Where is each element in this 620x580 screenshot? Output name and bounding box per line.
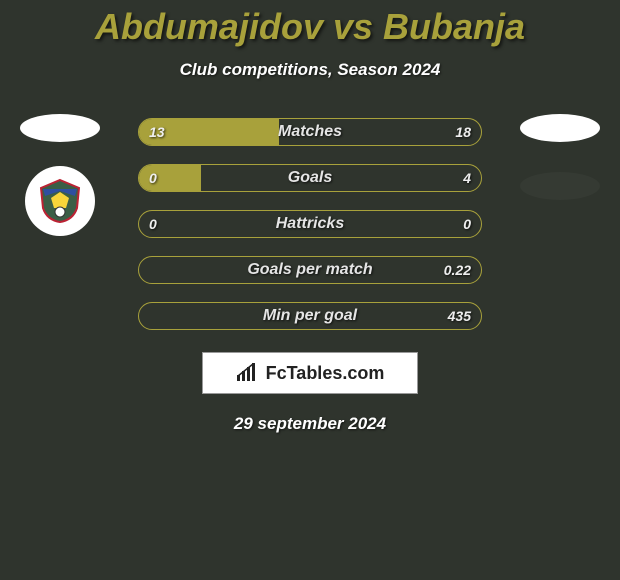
- club-right-placeholder: [520, 172, 600, 200]
- metric-row: 0Goals4: [138, 164, 482, 192]
- metric-label: Goals: [139, 165, 481, 191]
- metric-label: Hattricks: [139, 211, 481, 237]
- metric-row: Min per goal435: [138, 302, 482, 330]
- player-right-oval: [520, 114, 600, 142]
- metric-row: Goals per match0.22: [138, 256, 482, 284]
- right-avatar-column: [520, 114, 600, 200]
- metric-label: Matches: [139, 119, 481, 145]
- chart-icon: [236, 363, 258, 383]
- metric-value-right: 435: [448, 303, 471, 329]
- metric-label: Goals per match: [139, 257, 481, 283]
- metric-row: 0Hattricks0: [138, 210, 482, 238]
- metric-label: Min per goal: [139, 303, 481, 329]
- metric-row: 13Matches18: [138, 118, 482, 146]
- page-title: Abdumajidov vs Bubanja: [0, 0, 620, 48]
- page-subtitle: Club competitions, Season 2024: [0, 60, 620, 80]
- club-left-badge: [25, 166, 95, 236]
- comparison-stage: 13Matches180Goals40Hattricks0Goals per m…: [0, 118, 620, 330]
- left-avatar-column: [20, 114, 100, 236]
- date-text: 29 september 2024: [0, 414, 620, 434]
- player-left-oval: [20, 114, 100, 142]
- branding-text: FcTables.com: [266, 363, 385, 384]
- metric-value-right: 0.22: [444, 257, 471, 283]
- branding-box: FcTables.com: [202, 352, 418, 394]
- metrics-rows: 13Matches180Goals40Hattricks0Goals per m…: [138, 118, 482, 330]
- metric-value-right: 4: [463, 165, 471, 191]
- metric-value-right: 0: [463, 211, 471, 237]
- shield-icon: [37, 178, 83, 224]
- metric-value-right: 18: [455, 119, 471, 145]
